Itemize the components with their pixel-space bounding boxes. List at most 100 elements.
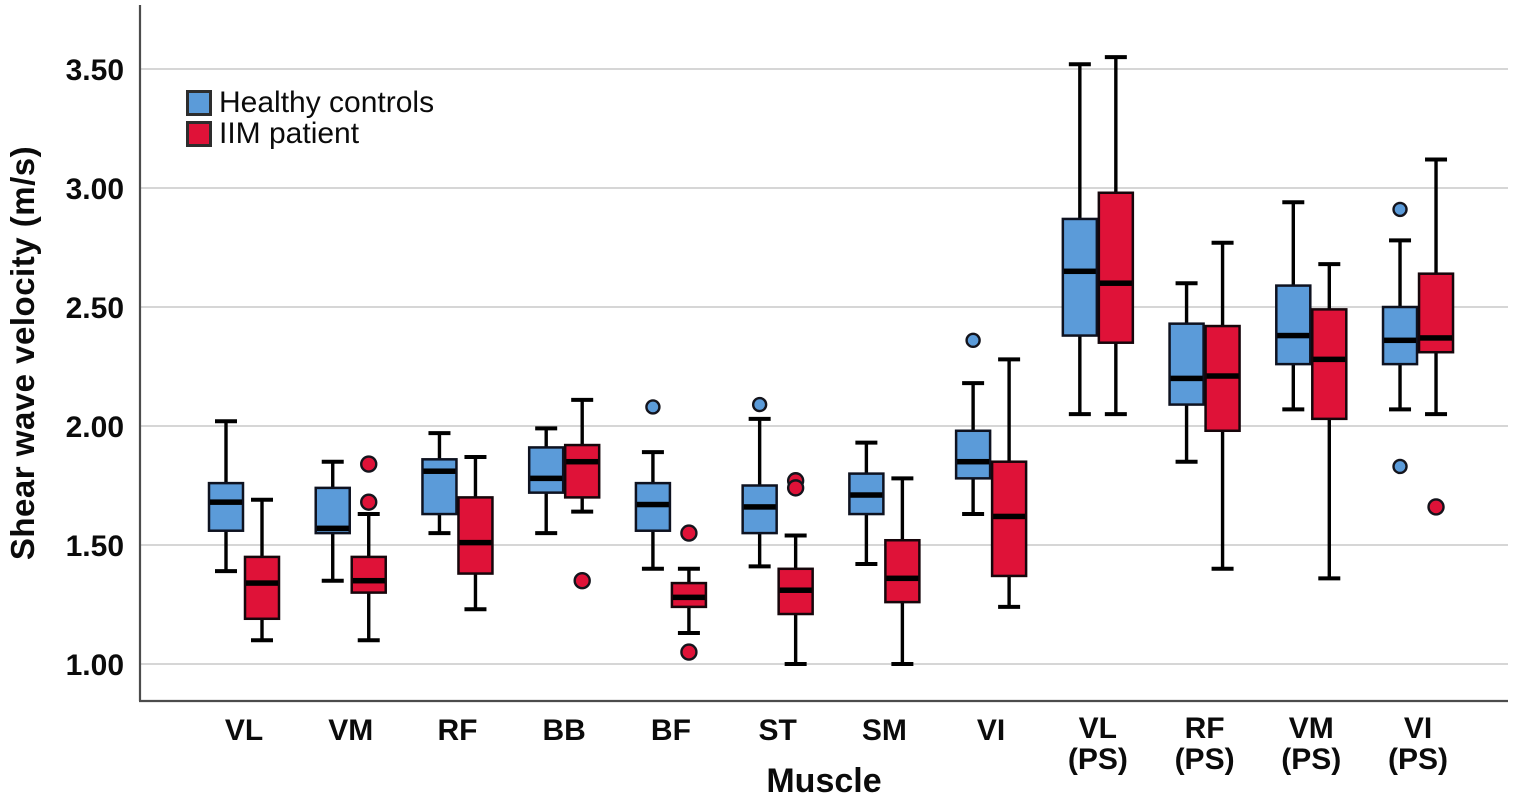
outlier-dot [1427,498,1445,516]
y-tick-label-2.00: 2.00 [66,411,124,444]
x-tick-label-BB: BB [543,714,586,747]
iqr-box [1168,322,1205,406]
boxplot-iim-patient-VM-(PS) [1311,262,1348,581]
boxplot-healthy-controls-VL-(PS) [1061,62,1099,417]
legend-label-iim-patient: IIM patient [219,117,360,150]
iqr-box [350,555,387,594]
median-line [530,475,563,482]
median-line [1384,337,1417,344]
iqr-box [1311,308,1348,421]
median-line [779,587,812,593]
boxplot-iim-patient-VM [350,455,387,643]
outlier-dot [1392,458,1408,475]
iqr-box [207,481,245,532]
median-line [1170,375,1203,382]
x-tick-label-BF: BF [651,714,691,747]
median-line [1313,356,1346,363]
boxplot-iim-patient-RF [457,454,494,612]
outlier-dot [751,396,768,413]
legend-swatch-healthy-controls [186,89,212,116]
x-tick-label-RF (PS): RF [1185,712,1225,745]
median-line [1099,280,1132,286]
boxplot-iim-patient-BB [563,397,601,590]
boxplot-healthy-controls-BB [527,426,565,536]
legend-swatch-iim-patient [186,120,212,147]
median-line [352,577,385,584]
y-axis-title: Shear wave velocity (m/s) [4,145,41,561]
iqr-box [314,486,351,535]
boxplot-healthy-controls-VI [954,332,992,517]
legend: Healthy controls IIM patient [186,87,434,149]
x-tick-label-VI: VI [977,714,1005,747]
outlier-dot [360,455,378,473]
y-tick-label-3.00: 3.00 [66,173,124,206]
x-tick-label-VI (PS): VI [1404,712,1432,745]
median-line [886,575,919,582]
boxplot-iim-patient-VL-(PS) [1097,55,1135,417]
boxplot-healthy-controls-BF [634,399,672,571]
y-tick-label-2.50: 2.50 [66,292,124,325]
boxplot-healthy-controls-VI-(PS) [1381,201,1419,475]
outlier-dot [680,524,698,542]
iqr-box [421,458,458,516]
outlier-dot [360,493,378,511]
median-line [1206,373,1239,379]
outlier-dot [573,572,591,590]
outlier-dot [786,479,805,497]
x-tick-label-VL: VL [225,714,263,747]
boxplot-healthy-controls-ST [741,396,778,569]
x-tick-label-VM (PS): VM [1289,712,1334,745]
median-line [743,504,776,510]
boxplot-healthy-controls-VL [207,419,245,574]
boxplot-iim-patient-VL [243,497,281,643]
median-line [459,539,492,546]
x-tick-label-RF (PS): (PS) [1175,743,1235,776]
iqr-box [527,446,565,494]
median-line [566,458,599,465]
boxplot-iim-patient-SM [884,476,921,666]
median-line [316,525,349,532]
iqr-box [457,496,494,575]
iqr-box [884,538,921,604]
boxplot-iim-patient-RF-(PS) [1204,240,1241,571]
iqr-box [954,429,992,480]
y-tick-label-1.00: 1.00 [66,649,124,682]
boxplot-healthy-controls-SM [848,440,885,567]
outlier-dot [680,643,698,661]
boxplot-healthy-controls-VM [314,459,351,583]
x-tick-label-SM: SM [862,714,907,747]
boxplot-iim-patient-VI [990,357,1028,609]
iqr-box [563,443,601,499]
iqr-box [1275,284,1312,366]
median-line [423,468,456,474]
median-line [672,594,705,601]
iqr-box [1381,305,1419,366]
legend-item-iim-patient: IIM patient [186,118,434,149]
x-tick-label-VL (PS): VL [1079,712,1117,745]
x-tick-label-RF: RF [437,714,477,747]
iqr-box [1097,191,1135,344]
outlier-dot [1392,201,1408,218]
median-line [957,458,990,465]
median-line [1420,335,1453,341]
y-tick-label-3.50: 3.50 [66,54,124,87]
median-line [850,492,883,498]
x-tick-label-ST: ST [758,714,796,747]
outlier-dot [965,332,981,349]
outlier-dot [645,399,661,415]
iqr-box [1061,217,1099,337]
boxplot-iim-patient-BF [670,524,708,661]
boxplot-healthy-controls-RF [421,431,458,536]
x-tick-label-VI (PS): (PS) [1388,743,1448,776]
boxplot-healthy-controls-VM-(PS) [1275,200,1312,412]
x-tick-label-VM (PS): (PS) [1281,743,1341,776]
boxplot-healthy-controls-RF-(PS) [1168,281,1205,464]
iqr-box [243,555,281,621]
median-line [1063,268,1096,275]
median-line [993,513,1026,520]
x-axis-title: Muscle [766,762,882,800]
median-line [246,580,278,586]
median-line [1277,332,1310,339]
